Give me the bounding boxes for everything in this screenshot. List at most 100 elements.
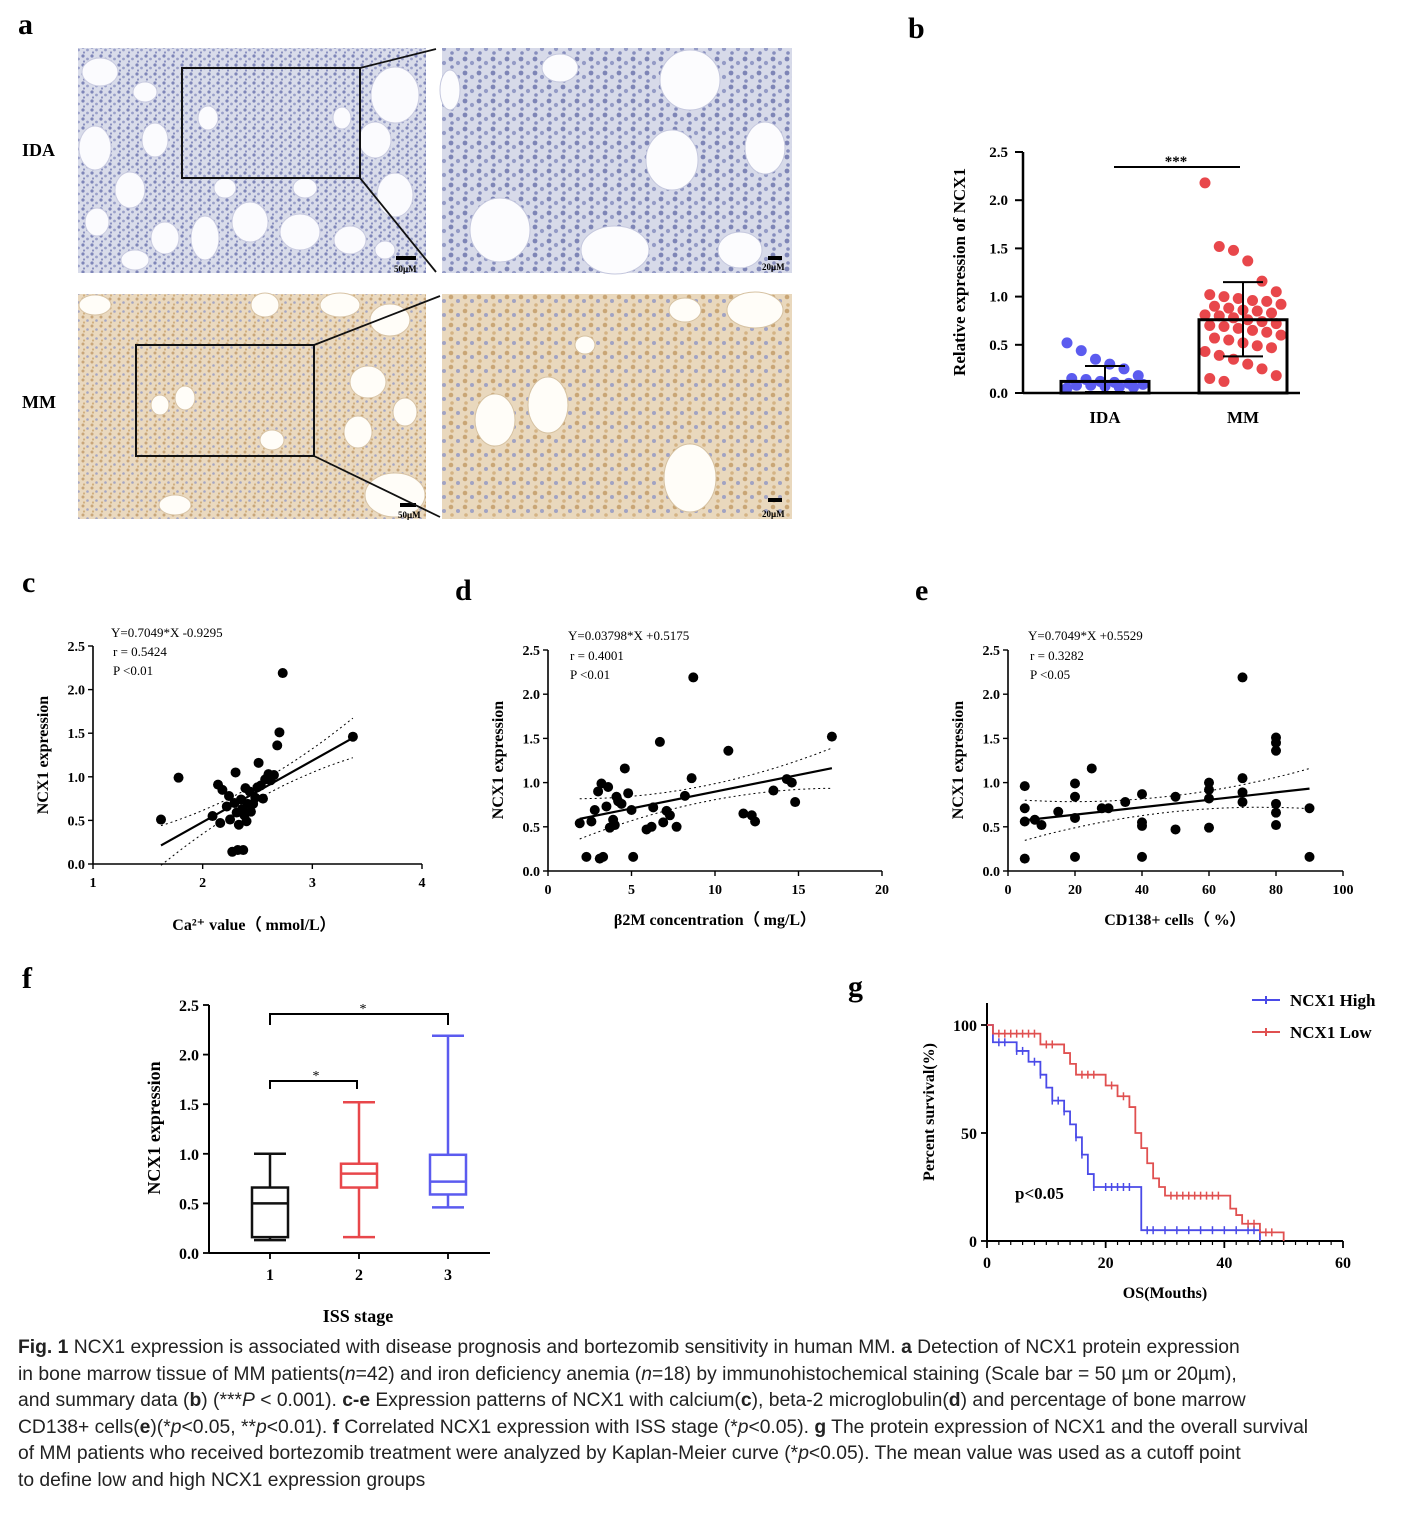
panel-g-pvalue: p<0.05: [1015, 1184, 1064, 1203]
panel-c-xtick-label: 2: [199, 876, 206, 891]
panel-b-point: [1213, 240, 1225, 252]
panel-e-r: r = 0.3282: [1030, 648, 1084, 663]
caption-line: to define low and high NCX1 expression g…: [18, 1468, 1396, 1495]
panel-d-ytick-label: 0.0: [523, 865, 541, 880]
panel-b-point: [1204, 320, 1216, 332]
caption-line: Fig. 1 NCX1 expression is associated wit…: [18, 1335, 1396, 1362]
panel-c-confidence-band-upper: [160, 717, 354, 827]
panel-f-ytick-label: 0.5: [179, 1196, 199, 1213]
panel-b-point: [1213, 349, 1225, 361]
panel-e-xtick-label: 80: [1269, 883, 1283, 898]
panel-e-point: [1019, 781, 1030, 792]
panel-b-point: [1132, 370, 1144, 382]
panel-letter-d: d: [455, 574, 472, 607]
panel-f-ylabel: NCX1 expression: [144, 1061, 164, 1194]
panel-c-chart: 0.0 0.5 1.0 1.5 2.0 2.5 1 2 3 4 NCX1 expression C…: [35, 625, 426, 934]
panel-b-point: [1061, 337, 1073, 349]
panel-e-point: [1304, 803, 1315, 814]
panel-b-point: [1113, 381, 1125, 393]
panel-b-point: [1251, 305, 1263, 317]
panel-f-bracket-1-2: [269, 1080, 358, 1089]
caption-line: of MM patients who received bortezomib t…: [18, 1441, 1396, 1468]
panel-b-point: [1232, 322, 1244, 334]
panel-e-point: [1237, 797, 1248, 808]
panel-d-point: [658, 817, 669, 828]
caption-segment: and summary data (: [18, 1390, 190, 1411]
panel-e-point: [1036, 820, 1047, 831]
caption-segment: )(*: [150, 1416, 171, 1438]
panel-b-point: [1261, 295, 1273, 307]
panel-letter-c: c: [22, 566, 35, 599]
caption-segment: NCX1 expression is associated with disea…: [68, 1337, 902, 1358]
panel-c-ylabel: NCX1 expression: [35, 696, 52, 814]
caption-segment: Correlated NCX1 expression with ISS stag…: [339, 1416, 738, 1438]
iqr-box: [250, 1186, 290, 1239]
panel-d-xtick-label: 15: [792, 883, 806, 898]
caption-segment: c-e: [342, 1390, 371, 1411]
panel-b-point: [1061, 382, 1073, 394]
zoom-connector-lines: [313, 48, 441, 518]
panel-d-point: [654, 736, 665, 747]
caption-segment: <0.05, **: [181, 1416, 256, 1438]
panel-e-point: [1086, 763, 1097, 774]
panel-c-point: [241, 816, 252, 827]
panel-g-ytick-label: 50: [961, 1126, 977, 1143]
panel-b-ytick-label: 1.0: [989, 290, 1008, 306]
panel-f-xlabel: ISS stage: [323, 1306, 394, 1326]
panel-letter-f: f: [22, 962, 33, 995]
panel-c-point: [274, 727, 285, 738]
panel-c-ytick-label: 2.5: [68, 640, 86, 655]
panel-g-ytick-label: 100: [953, 1018, 977, 1035]
caption-segment: <0.05).: [748, 1416, 815, 1438]
panel-d-point: [593, 786, 604, 797]
scale-label-mm-low: 50μM: [398, 510, 421, 520]
figure-canvas: a b c d e f g IDA MM 50μM: [18, 8, 1376, 1326]
panel-b-ylabel: Relative expression of NCX1: [950, 168, 969, 376]
panel-d-ylabel: NCX1 expression: [490, 701, 507, 819]
caption-segment: d: [948, 1390, 961, 1411]
panel-c-point: [347, 731, 358, 742]
panel-c-p: P <0.01: [113, 663, 153, 678]
legend-item-ncx1-low: NCX1 Low: [1252, 1023, 1372, 1042]
panel-b-point: [1275, 298, 1287, 310]
panel-b-point: [1242, 358, 1254, 370]
panel-g-chart: 0 50 100 0 20 40 60 Percent survival(%) OS(Mou…: [921, 991, 1376, 1302]
panel-g-curve-ncx1-high: [987, 1024, 1261, 1241]
panel-e-point: [1237, 773, 1248, 784]
panel-e-point: [1120, 797, 1131, 808]
panel-d-point: [786, 777, 797, 788]
panel-e-point: [1271, 820, 1281, 831]
caption-segment: CD138+ cells(: [18, 1416, 140, 1438]
panel-d-point: [686, 773, 697, 784]
scale-label-mm-high: 20μM: [762, 509, 785, 519]
panel-d-point: [790, 797, 801, 808]
panel-f-sig-1-3: *: [360, 1002, 367, 1017]
panel-f-ytick-label: 1.5: [179, 1097, 199, 1114]
panel-e-point: [1019, 816, 1030, 827]
panel-b-chart: 0.0 0.5 1.0 1.5 2.0 2.5 Relative expression o…: [950, 145, 1300, 427]
caption-segment: Detection of NCX1 protein expression: [911, 1337, 1240, 1358]
panel-d-point: [601, 801, 612, 812]
panel-e-point: [1204, 822, 1214, 833]
panel-f-box-stage-2: [339, 1100, 379, 1239]
panel-e-ytick-label: 2.5: [983, 644, 1001, 659]
panel-b-point: [1266, 307, 1277, 319]
panel-e-point: [1170, 791, 1181, 802]
caption-segment: Fig. 1: [18, 1337, 69, 1358]
panel-b-point: [1090, 353, 1101, 365]
panel-d-point: [628, 851, 639, 862]
panel-e-point: [1019, 853, 1030, 864]
panel-a-micrographs: IDA MM 50μM: [22, 48, 792, 520]
panel-e-point: [1271, 798, 1281, 809]
panel-b-ytick-label: 1.5: [989, 241, 1008, 257]
panel-f-ytick-label: 1.0: [179, 1147, 199, 1164]
panel-d-chart: 0.0 0.5 1.0 1.5 2.0 2.5 0 5 10 15 20 NCX1 expressi…: [490, 628, 889, 929]
legend-item-ncx1-high: NCX1 High: [1252, 991, 1376, 1010]
panel-d-ytick-label: 2.0: [523, 688, 541, 703]
caption-segment: p: [170, 1416, 182, 1438]
caption-segment: p: [798, 1443, 809, 1464]
panel-d-point: [574, 818, 585, 829]
panel-f-xtick-label: 3: [444, 1267, 452, 1284]
panel-f-ytick-label: 0.0: [179, 1246, 199, 1263]
panel-b-point: [1256, 363, 1268, 375]
